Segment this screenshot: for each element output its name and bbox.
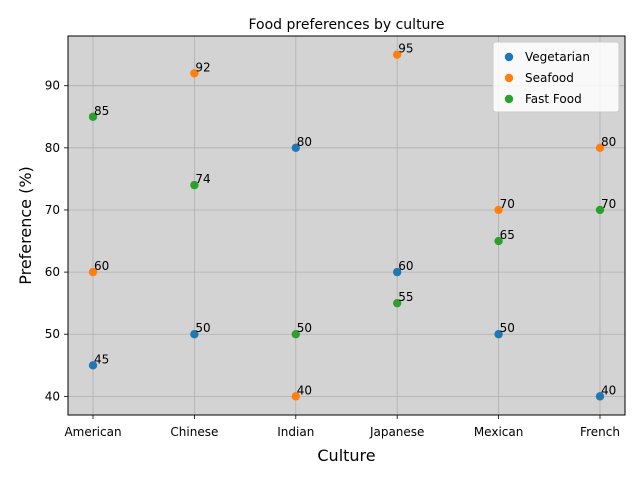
x-tick-label: Indian [277, 425, 314, 439]
x-tick-label: Mexican [474, 425, 524, 439]
data-label-seafood: 92 [195, 60, 210, 74]
data-label-vegetarian: 45 [94, 352, 109, 366]
legend-marker-vegetarian [504, 52, 514, 62]
y-tick-label: 70 [45, 203, 60, 217]
x-axis-title: Culture [317, 446, 375, 465]
data-label-vegetarian: 50 [500, 321, 515, 335]
point-fast-food [393, 298, 402, 308]
data-label-fast-food: 55 [398, 290, 413, 304]
data-label-fast-food: 70 [601, 197, 616, 211]
point-vegetarian [190, 330, 199, 339]
point-vegetarian [88, 361, 98, 370]
data-label-vegetarian: 80 [297, 135, 312, 149]
data-label-fast-food: 65 [500, 228, 515, 242]
point-vegetarian [595, 392, 605, 401]
chart-title: Food preferences by culture [248, 17, 444, 33]
legend-label-seafood: Seafood [525, 71, 574, 85]
x-axis-ticks: American Chinese Indian Japanese Mexican Fren… [64, 415, 620, 439]
x-tick-label: French [580, 425, 620, 439]
point-vegetarian [494, 330, 503, 339]
point-vegetarian [291, 143, 300, 153]
point-seafood [88, 267, 98, 277]
legend-marker-seafood [504, 73, 514, 83]
point-fast-food [494, 236, 503, 246]
legend-label-vegetarian: Vegetarian [525, 50, 590, 64]
data-label-fast-food: 74 [195, 172, 210, 186]
data-label-vegetarian: 60 [398, 259, 413, 273]
point-fast-food [595, 205, 605, 215]
legend-box [492, 41, 620, 113]
data-label-seafood: 40 [297, 383, 312, 397]
legend: Vegetarian Seafood Fast Food [492, 41, 620, 113]
x-tick-label: Japanese [369, 425, 425, 439]
data-label-fast-food: 50 [297, 321, 312, 335]
y-axis-title: Preference (%) [16, 166, 35, 285]
point-seafood [494, 205, 503, 215]
data-label-seafood: 95 [398, 42, 413, 56]
data-points [88, 50, 605, 401]
data-labels: 45 50 80 60 50 40 60 92 40 95 70 80 85 74 50 55 65 70 [94, 42, 616, 398]
data-label-seafood: 80 [601, 135, 616, 149]
point-vegetarian [393, 267, 402, 277]
legend-marker-fast-food [504, 94, 514, 104]
y-tick-label: 60 [45, 265, 60, 279]
y-tick-label: 40 [45, 389, 60, 403]
data-label-seafood: 60 [94, 259, 109, 273]
point-seafood [190, 69, 199, 78]
data-label-vegetarian: 50 [195, 321, 210, 335]
point-fast-food [190, 180, 199, 190]
point-fast-food [88, 112, 98, 121]
data-label-seafood: 70 [500, 197, 515, 211]
y-tick-label: 50 [45, 327, 60, 341]
legend-label-fast-food: Fast Food [525, 92, 582, 106]
y-axis-ticks: 40 50 60 70 80 90 [45, 79, 68, 403]
data-label-vegetarian: 40 [601, 383, 616, 397]
point-seafood [393, 50, 402, 59]
point-fast-food [291, 330, 300, 339]
x-tick-label: Chinese [170, 425, 218, 439]
point-seafood [291, 392, 300, 401]
y-tick-label: 90 [45, 79, 60, 93]
x-tick-label: American [64, 425, 121, 439]
plot-frame [67, 35, 626, 416]
data-label-fast-food: 85 [94, 104, 109, 118]
point-seafood [595, 143, 605, 153]
y-tick-label: 80 [45, 141, 60, 155]
